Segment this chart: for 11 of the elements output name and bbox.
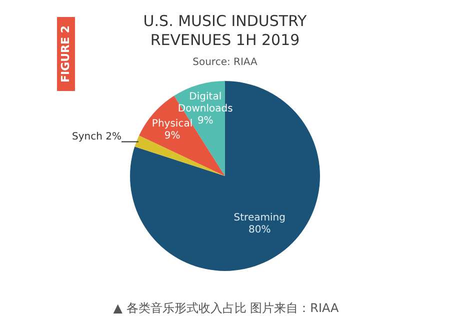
data-label: 80% [248,224,271,236]
pie-slice [130,81,320,271]
text: ▲ 各类音乐形式收入占比 图片来自：RIAA [113,301,340,315]
chart-subtitle: Source: RIAA [192,57,258,68]
chart-title: U.S. MUSIC INDUSTRY REVENUES 1H 2019 [143,12,308,49]
caption: FIGURE 2 [59,25,72,83]
slice-label: Physical [152,118,193,130]
data-label: 9% [164,130,180,142]
data-label: 9% [197,115,214,126]
slice-label: Synch 2% [72,132,122,143]
slice-label: Streaming [234,212,286,224]
